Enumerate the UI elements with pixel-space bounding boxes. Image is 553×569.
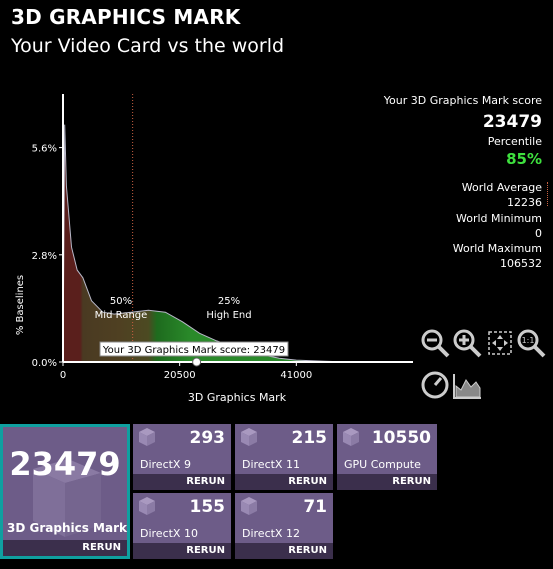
score-marker (192, 357, 202, 367)
main-score: 23479 (9, 445, 121, 483)
tile-directx11[interactable]: 215 DirectX 11 RERUN (235, 424, 333, 490)
tile-label: DirectX 9 (140, 458, 191, 471)
score-label: Your 3D Graphics Mark score (383, 94, 542, 107)
fit-icon[interactable] (485, 328, 515, 358)
distribution-chart: 0.0% 2.8% 5.6% 0 20500 41000 50% Mid Range 25% Hi… (15, 94, 413, 404)
tile-label: GPU Compute (344, 458, 421, 471)
y-tick-label: 5.6% (32, 144, 57, 155)
tile-gpu-compute[interactable]: 10550 GPU Compute RERUN (337, 424, 437, 490)
tile-score: 10550 (371, 428, 431, 448)
tile-label: DirectX 12 (242, 527, 300, 540)
annotation-percent: 50% (110, 296, 132, 307)
zoom-in-icon[interactable] (452, 328, 482, 358)
y-tick-label: 2.8% (32, 251, 57, 262)
page-subtitle: Your Video Card vs the world (11, 35, 285, 57)
annotation-label: High End (206, 310, 251, 321)
tile-score: 215 (291, 428, 328, 448)
annotation-label: Mid Range (95, 310, 148, 321)
rerun-button[interactable]: RERUN (235, 543, 333, 559)
x-tick-label: 0 (60, 370, 66, 381)
main-rerun-button[interactable]: RERUN (3, 540, 127, 556)
zoom-out-icon[interactable] (420, 328, 450, 358)
rerun-button[interactable]: RERUN (133, 543, 231, 559)
cube-icon (343, 428, 359, 446)
x-axis-label: 3D Graphics Mark (188, 391, 287, 404)
tile-label: DirectX 11 (242, 458, 300, 471)
marker-tooltip-box (99, 341, 289, 357)
world-average-value: 12236 (507, 196, 542, 209)
chart-icon[interactable] (452, 370, 482, 400)
rerun-button[interactable]: RERUN (133, 474, 231, 490)
tile-directx10[interactable]: 155 DirectX 10 RERUN (133, 493, 231, 559)
tile-score: 293 (189, 428, 226, 448)
percentile-value: 85% (506, 150, 542, 168)
annotation-percent: 25% (218, 296, 240, 307)
average-indicator (547, 182, 548, 206)
world-minimum-label: World Minimum (456, 212, 542, 225)
world-average-label: World Average (461, 181, 542, 194)
rerun-button[interactable]: RERUN (337, 474, 437, 490)
x-tick-label: 41000 (280, 370, 312, 381)
tile-directx12[interactable]: 71 DirectX 12 RERUN (235, 493, 333, 559)
y-tick-label: 0.0% (32, 358, 57, 369)
world-maximum-label: World Maximum (452, 242, 542, 255)
tile-label: DirectX 10 (140, 527, 198, 540)
cube-icon (139, 497, 155, 515)
marker-tooltip-text: Your 3D Graphics Mark score: 23479 (102, 345, 285, 356)
cube-icon (139, 428, 155, 446)
main-score-label: 3D Graphics Mark (7, 521, 127, 535)
gauge-icon[interactable] (420, 370, 450, 400)
svg-text:1:1: 1:1 (522, 336, 535, 345)
distribution-area (63, 124, 348, 362)
cube-icon (241, 497, 257, 515)
y-axis-label: % Baselines (15, 275, 26, 335)
cube-icon (241, 428, 257, 446)
cube-icon (33, 459, 101, 537)
tile-directx9[interactable]: 293 DirectX 9 RERUN (133, 424, 231, 490)
percentile-label: Percentile (487, 135, 542, 148)
distribution-line (62, 124, 348, 363)
rerun-button[interactable]: RERUN (235, 474, 333, 490)
page-title: 3D GRAPHICS MARK (11, 5, 241, 29)
world-maximum-value: 106532 (500, 257, 542, 270)
x-tick-label: 20500 (164, 370, 196, 381)
tile-score: 155 (189, 497, 226, 517)
tile-score: 71 (303, 497, 327, 517)
world-minimum-value: 0 (535, 227, 542, 240)
main-score-tile[interactable]: 23479 3D Graphics Mark RERUN (0, 424, 130, 559)
zoom-1-1-icon[interactable]: 1:1 (516, 328, 546, 358)
score-value: 23479 (482, 112, 542, 132)
